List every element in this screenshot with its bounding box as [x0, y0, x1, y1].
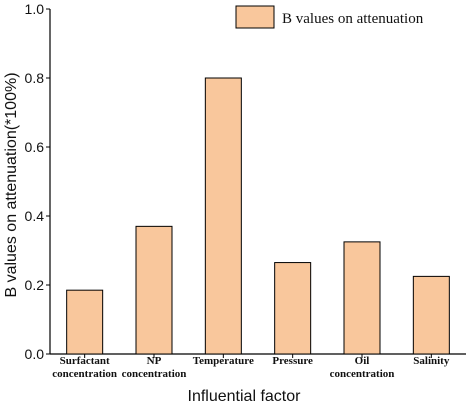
x-tick-label: Surfactant concentration — [52, 355, 117, 380]
x-axis-title: Influential factor — [188, 388, 302, 405]
x-tick-label-line: Oil — [355, 355, 370, 367]
x-tick-label-line: concentration — [122, 368, 187, 380]
x-tick-label-line: Surfactant — [60, 355, 110, 367]
y-tick-label: 0.6 — [25, 139, 45, 155]
x-tick-label: Oil concentration — [330, 355, 395, 380]
bar — [274, 262, 312, 355]
bar — [66, 289, 104, 355]
bar — [343, 241, 381, 355]
y-tick-label: 0.2 — [25, 277, 45, 293]
y-axis-title: B values on attenuation(*100%) — [3, 72, 20, 297]
x-tick-label-line: NP — [147, 355, 162, 367]
legend: B values on attenuation — [235, 5, 424, 29]
y-tick-label: 0.8 — [25, 70, 45, 86]
x-tick-label-line: Salinity — [413, 355, 450, 367]
bars-group — [66, 77, 450, 355]
bar — [412, 275, 450, 355]
y-tick-label: 0.0 — [25, 346, 45, 362]
y-tick-label: 1.0 — [25, 1, 45, 17]
y-axis-ticks: 0.0 0.2 0.4 0.6 0.8 1.0 — [25, 1, 50, 362]
x-tick-label: NP concentration — [122, 355, 187, 380]
x-tick-label-line: Pressure — [272, 355, 313, 367]
legend-swatch — [235, 5, 275, 29]
x-tick-label-line: concentration — [52, 368, 117, 380]
x-tick-label: Salinity — [413, 355, 450, 367]
legend-label: B values on attenuation — [282, 11, 424, 27]
bar — [204, 77, 242, 355]
x-tick-label-line: Temperature — [193, 355, 254, 367]
x-tick-label: Temperature — [193, 355, 254, 367]
bar — [135, 225, 173, 355]
y-tick-label: 0.4 — [25, 208, 45, 224]
x-tick-label: Pressure — [272, 355, 313, 367]
x-tick-label-line: concentration — [330, 368, 395, 380]
plot-area — [49, 9, 466, 355]
